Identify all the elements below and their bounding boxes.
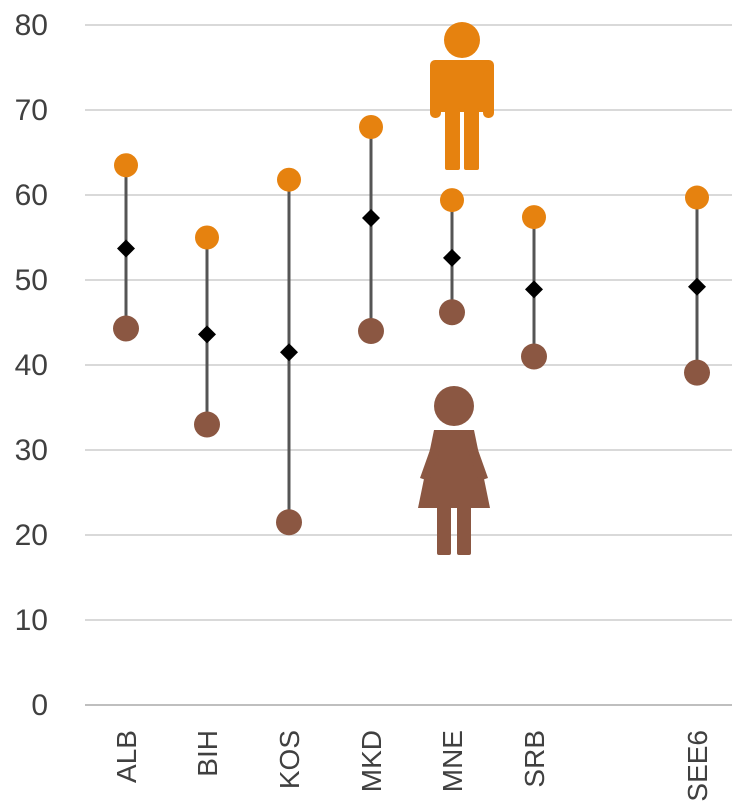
y-tick-label: 10 bbox=[15, 604, 48, 637]
male-points bbox=[114, 115, 709, 250]
female-point-mkd bbox=[358, 318, 384, 344]
x-tick-label-mkd: MKD bbox=[356, 730, 387, 792]
female-point-srb bbox=[521, 343, 547, 370]
total-point-mne bbox=[443, 248, 461, 267]
female-point-bih bbox=[194, 411, 220, 438]
y-tick-label: 70 bbox=[15, 94, 48, 127]
total-point-alb bbox=[117, 239, 135, 258]
x-tick-label-mne: MNE bbox=[437, 730, 468, 792]
total-point-see6 bbox=[688, 277, 706, 296]
x-tick-label-srb: SRB bbox=[519, 730, 550, 788]
y-tick-label: 30 bbox=[15, 434, 48, 467]
y-tick-label: 50 bbox=[15, 264, 48, 297]
y-tick-label: 40 bbox=[15, 349, 48, 382]
x-axis-tick-labels: ALB BIH KOS MKD MNE SRB SEE6 bbox=[111, 730, 713, 802]
female-point-mne bbox=[439, 299, 465, 326]
male-point-alb bbox=[114, 153, 138, 178]
total-point-mkd bbox=[362, 208, 380, 227]
male-point-see6 bbox=[685, 185, 709, 210]
female-point-alb bbox=[113, 315, 139, 342]
total-point-kos bbox=[280, 343, 298, 362]
y-axis-tick-labels: 0 10 20 30 40 50 60 70 80 bbox=[15, 9, 48, 722]
male-point-bih bbox=[195, 225, 219, 250]
x-tick-label-alb: ALB bbox=[111, 730, 142, 783]
y-tick-label: 80 bbox=[15, 9, 48, 42]
x-tick-label-see6: SEE6 bbox=[682, 730, 713, 802]
range-lines bbox=[124, 127, 699, 523]
female-point-kos bbox=[276, 509, 302, 536]
male-point-mne bbox=[440, 188, 464, 213]
man-icon bbox=[430, 22, 494, 170]
total-point-srb bbox=[525, 280, 543, 299]
y-tick-label: 20 bbox=[15, 519, 48, 552]
male-point-mkd bbox=[359, 115, 383, 139]
male-point-srb bbox=[522, 205, 546, 230]
total-points bbox=[117, 208, 706, 362]
female-points bbox=[113, 299, 710, 536]
y-tick-label: 0 bbox=[31, 689, 48, 722]
x-tick-label-bih: BIH bbox=[192, 730, 223, 777]
woman-icon bbox=[418, 386, 490, 555]
total-point-bih bbox=[198, 325, 216, 344]
male-point-kos bbox=[277, 167, 301, 192]
gridlines bbox=[85, 24, 732, 706]
y-tick-label: 60 bbox=[15, 179, 48, 212]
x-tick-label-kos: KOS bbox=[274, 730, 305, 789]
female-point-see6 bbox=[684, 359, 710, 386]
